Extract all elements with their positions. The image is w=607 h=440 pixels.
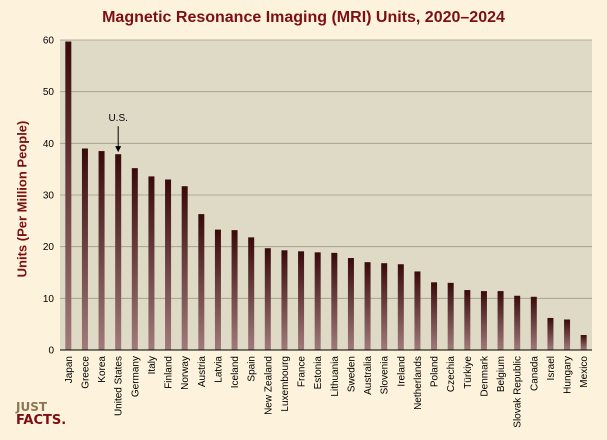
chart-title: Magnetic Resonance Imaging (MRI) Units, … bbox=[102, 9, 505, 26]
annotation-arrowhead bbox=[115, 146, 122, 153]
x-tick-label: Germany bbox=[130, 356, 141, 397]
y-tick-label: 30 bbox=[43, 191, 55, 202]
bar-poland bbox=[431, 282, 438, 350]
y-tick-label: 60 bbox=[43, 36, 55, 47]
x-tick-label: Iceland bbox=[230, 356, 241, 388]
y-tick-label: 40 bbox=[43, 139, 55, 150]
x-tick-label: Finland bbox=[164, 356, 175, 389]
bar-new-zealand bbox=[264, 248, 271, 350]
bar-austria bbox=[198, 214, 205, 350]
bar-japan bbox=[65, 41, 72, 351]
bar-t-rkiye bbox=[464, 290, 471, 350]
bar-slovak-republic bbox=[514, 295, 521, 350]
bar-finland bbox=[165, 179, 172, 350]
x-tick-label: Ireland bbox=[396, 356, 407, 387]
y-tick-label: 10 bbox=[43, 294, 55, 305]
x-tick-label: Czechia bbox=[446, 356, 457, 393]
x-tick-label: Estonia bbox=[313, 356, 324, 390]
x-tick-label: Denmark bbox=[479, 355, 490, 397]
bar-estonia bbox=[314, 252, 321, 350]
bar-luxembourg bbox=[281, 250, 288, 350]
x-tick-label: Austria bbox=[197, 356, 208, 388]
x-tick-label: Korea bbox=[97, 356, 108, 383]
bar-sweden bbox=[347, 258, 354, 350]
y-tick-label: 50 bbox=[43, 87, 55, 98]
x-tick-label: Sweden bbox=[346, 356, 357, 392]
x-tick-label: Luxembourg bbox=[280, 356, 291, 412]
logo-line-1: JUST bbox=[16, 400, 48, 414]
x-tick-label: Mexico bbox=[579, 356, 590, 388]
x-tick-label: Slovak Republic bbox=[513, 356, 524, 428]
bar-canada bbox=[530, 296, 537, 350]
x-tick-label: Latvia bbox=[213, 356, 224, 383]
annotation-label: U.S. bbox=[108, 113, 127, 124]
x-tick-label: Hungary bbox=[563, 356, 574, 394]
bar-greece bbox=[81, 148, 88, 350]
bar-norway bbox=[181, 186, 188, 350]
bar-latvia bbox=[214, 229, 221, 350]
bar-united-states bbox=[115, 154, 122, 350]
x-tick-label: Lithuania bbox=[330, 356, 341, 397]
bar-spain bbox=[248, 237, 255, 350]
annotation: U.S. bbox=[108, 113, 128, 153]
x-tick-label: Slovenia bbox=[380, 356, 391, 395]
bar-australia bbox=[364, 262, 371, 350]
bar-ireland bbox=[397, 264, 404, 350]
x-tick-label: Norway bbox=[180, 356, 191, 390]
x-tick-label: United States bbox=[114, 356, 125, 416]
bar-czechia bbox=[447, 282, 454, 350]
x-tick-label: New Zealand bbox=[263, 356, 274, 415]
x-tick-label: Canada bbox=[529, 356, 540, 391]
x-tick-label: Poland bbox=[430, 356, 441, 387]
bar-israel bbox=[547, 317, 554, 350]
logo-line-2: FACTS. bbox=[16, 413, 67, 428]
x-tick-label: France bbox=[297, 356, 308, 388]
x-tick-label: Spain bbox=[247, 356, 258, 382]
bar-iceland bbox=[231, 230, 238, 350]
y-axis-ticks: 0 10 20 30 40 50 60 bbox=[43, 36, 55, 357]
bar-korea bbox=[98, 151, 105, 350]
bar-netherlands bbox=[414, 271, 421, 350]
x-axis-labels: Japan Greece Korea United States Germany Ital… bbox=[64, 355, 590, 428]
just-facts-logo: JUST FACTS. bbox=[16, 400, 67, 428]
y-tick-label: 20 bbox=[43, 242, 55, 253]
bar-slovenia bbox=[381, 263, 388, 350]
bar-lithuania bbox=[331, 252, 338, 350]
bar-belgium bbox=[497, 291, 504, 350]
x-tick-label: Japan bbox=[64, 356, 75, 383]
x-tick-label: Israel bbox=[546, 356, 557, 380]
x-tick-label: Italy bbox=[147, 356, 158, 374]
x-tick-label: Australia bbox=[363, 356, 374, 395]
bar-denmark bbox=[480, 291, 487, 350]
bar-hungary bbox=[564, 319, 571, 350]
x-tick-label: Netherlands bbox=[413, 356, 424, 410]
bar-mexico bbox=[580, 335, 587, 350]
bars bbox=[65, 41, 587, 351]
x-tick-label: Türkiye bbox=[463, 356, 474, 389]
y-tick-label: 0 bbox=[48, 346, 54, 357]
x-tick-label: Belgium bbox=[496, 356, 507, 392]
bar-france bbox=[298, 251, 305, 350]
x-tick-label: Greece bbox=[80, 356, 91, 389]
bar-italy bbox=[148, 176, 155, 350]
bar-germany bbox=[131, 168, 138, 350]
